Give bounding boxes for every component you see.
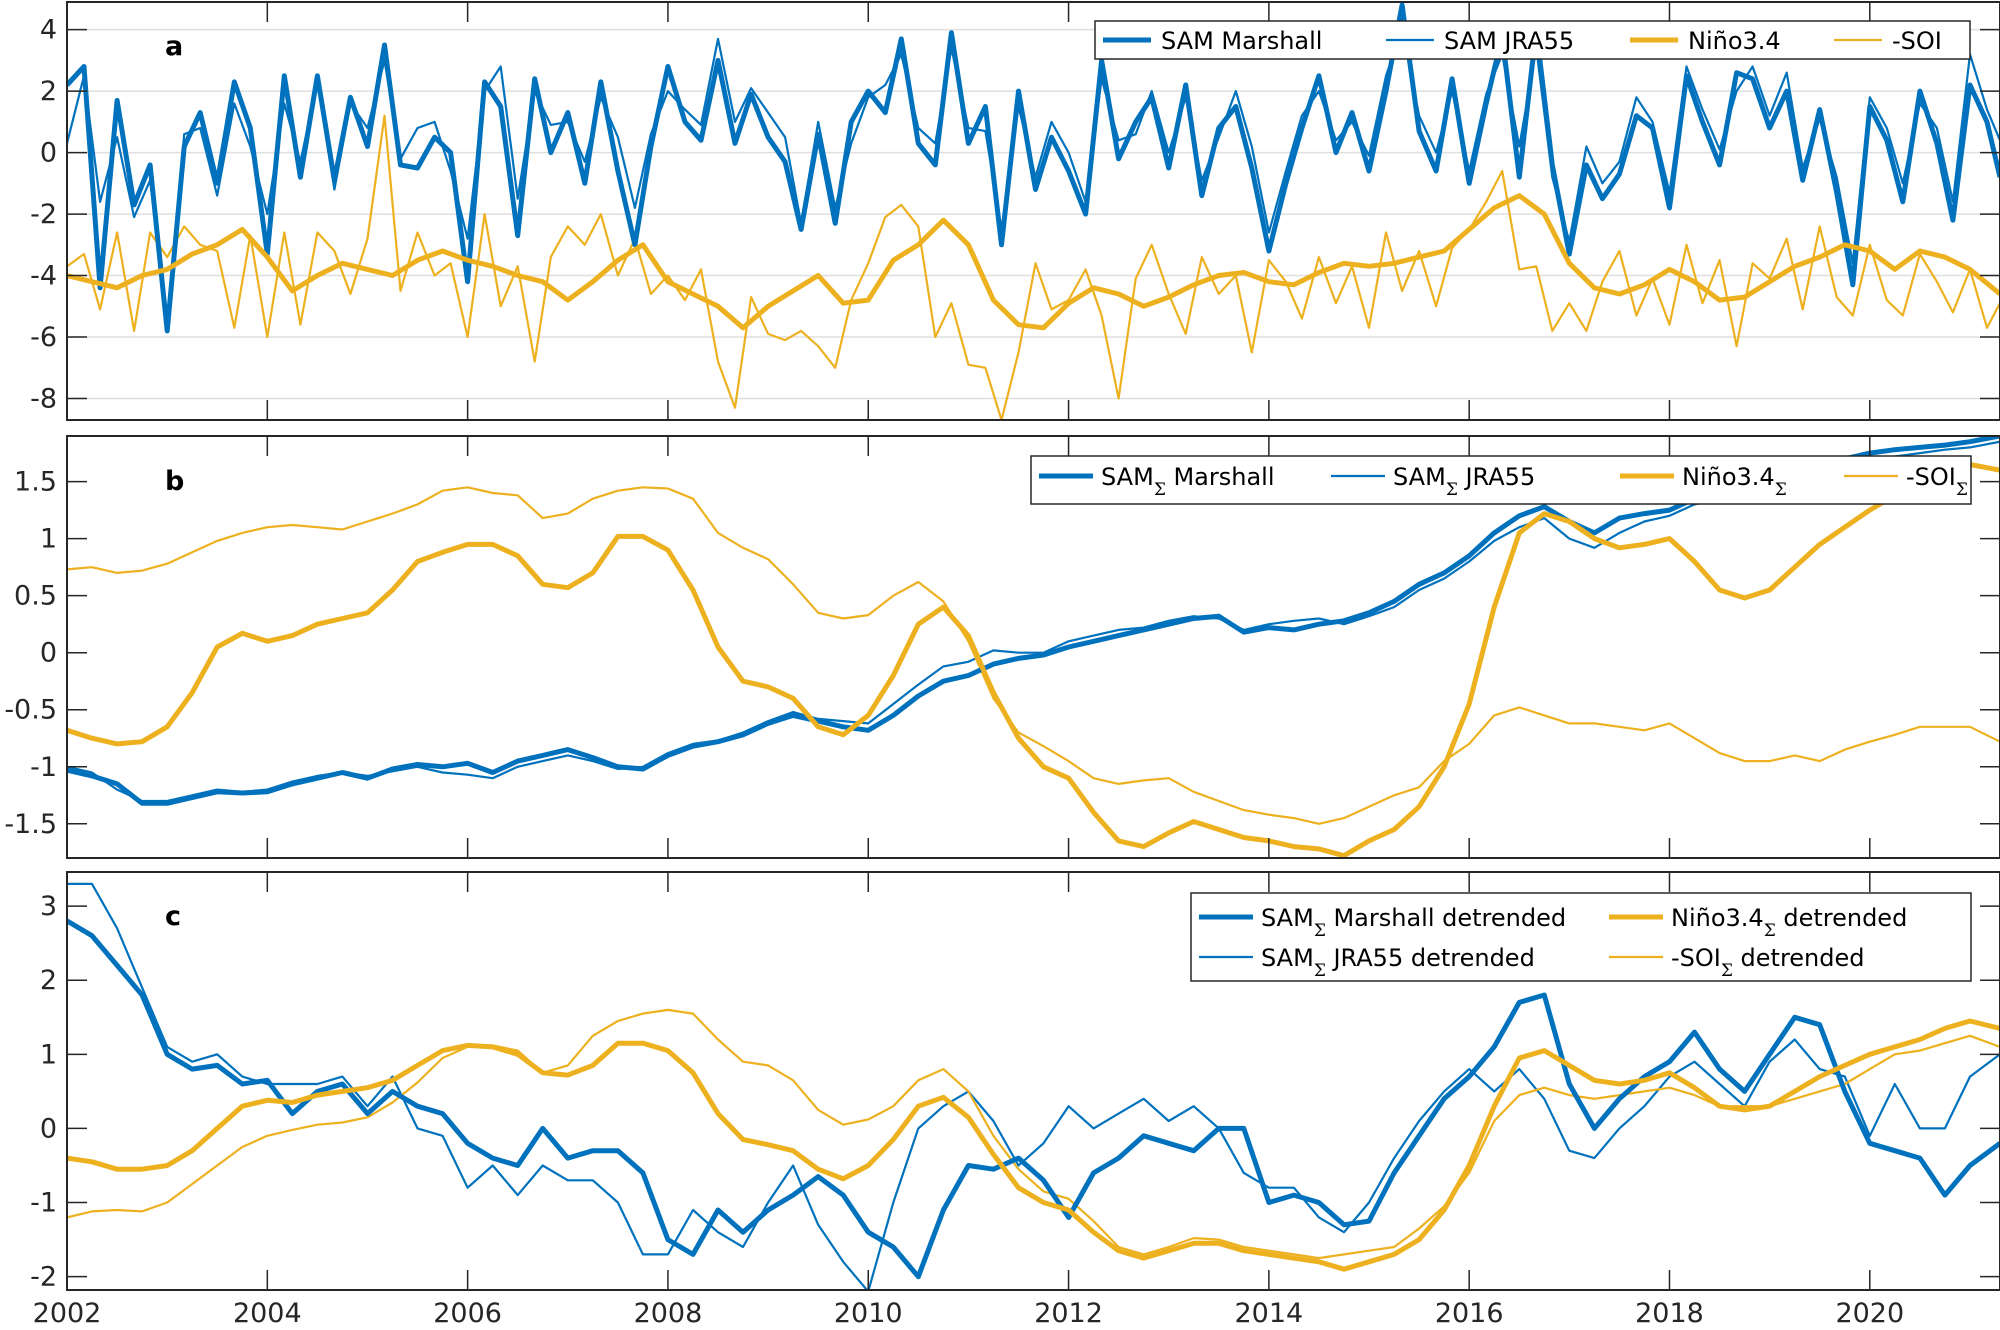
y-tick-label: 2 — [40, 965, 57, 996]
legend-item: SAMΣ Marshall detrended — [1199, 904, 1566, 941]
axes-box — [66, 435, 2000, 859]
y-tick-label: 4 — [40, 15, 57, 46]
legend-label: SAMΣ JRA55 detrended — [1261, 944, 1535, 981]
panel-b: -1.5 -1 -0.5 0 0.5 1 1.5 b SAMΣ Marshall SAMΣ JRA… — [4, 435, 2000, 859]
y-tick-label: 0 — [40, 638, 57, 669]
y-tick-label: -2 — [30, 1262, 57, 1293]
legend-item: -SOIΣ detrended — [1609, 944, 1865, 981]
legend-label: SAMΣ JRA55 — [1393, 463, 1535, 500]
y-tick-label: -0.5 — [4, 695, 57, 726]
x-tick-label: 2020 — [1835, 1298, 1904, 1329]
x-tick-label: 2010 — [834, 1298, 903, 1329]
y-tick-label: 1 — [40, 524, 57, 555]
series-line-ni-o3-4 — [67, 193, 2000, 331]
series-line-sam-marshall — [67, 436, 2000, 806]
legend-item: Niño3.4 — [1630, 27, 1781, 55]
panel-label: b — [165, 466, 184, 497]
series-line-sam-marshall-detrended — [67, 918, 2000, 1280]
y-tick-label: -4 — [30, 261, 57, 292]
panel-label: a — [165, 31, 183, 62]
x-tick-label: 2018 — [1635, 1298, 1704, 1329]
x-tick-label: 2004 — [233, 1298, 302, 1329]
axes-box — [66, 871, 2000, 1291]
y-tick-label: -1 — [30, 752, 57, 783]
legend-item: SAMΣ JRA55 — [1331, 463, 1535, 500]
legend: SAM Marshall SAM JRA55 Niño3.4 -SOI — [1094, 20, 1971, 60]
y-tick-label: -1 — [30, 1188, 57, 1219]
legend-item: SAMΣ Marshall — [1039, 463, 1275, 500]
y-tick-label: -1.5 — [4, 809, 57, 840]
y-tick-label: 1 — [40, 1039, 57, 1070]
legend-label: SAM JRA55 — [1444, 27, 1574, 55]
x-tick-label: 2012 — [1034, 1298, 1103, 1329]
legend-label: -SOIΣ — [1906, 463, 1968, 500]
legend-item: SAM JRA55 — [1386, 27, 1574, 55]
legend-label: SAM Marshall — [1161, 27, 1322, 55]
legend-label: Niño3.4 — [1688, 27, 1781, 55]
legend-label: SAMΣ Marshall detrended — [1261, 904, 1566, 941]
legend-item: Niño3.4Σ — [1620, 463, 1787, 500]
legend-label: Niño3.4Σ detrended — [1671, 904, 1907, 941]
legend-label: Niño3.4Σ — [1682, 463, 1787, 500]
legend-item: -SOIΣ — [1844, 463, 1968, 500]
legend-box — [1190, 892, 1972, 982]
series-line--soi-detrended — [67, 1008, 2000, 1260]
y-tick-label: -8 — [30, 383, 57, 414]
y-tick-label: 1.5 — [14, 467, 57, 498]
legend-item: Niño3.4Σ detrended — [1609, 904, 1907, 941]
y-tick-label: 0 — [40, 1113, 57, 1144]
y-tick-label: 2 — [40, 76, 57, 107]
y-tick-label: -2 — [30, 199, 57, 230]
x-tick-label: 2016 — [1435, 1298, 1504, 1329]
y-tick-label: 0 — [40, 138, 57, 169]
plot-area — [67, 2, 2000, 420]
x-axis-labels: 2002 2004 2006 2008 2010 2012 2014 2016 2018 2020 — [33, 1298, 1905, 1329]
legend-label: -SOIΣ detrended — [1671, 944, 1865, 981]
series-group — [67, 436, 2000, 858]
legend-box — [1094, 20, 1971, 60]
legend-label: -SOI — [1892, 27, 1942, 55]
y-tick-label: -6 — [30, 322, 57, 353]
legend: SAMΣ Marshall SAMΣ JRA55 Niño3.4Σ -SOIΣ — [1030, 455, 1972, 505]
legend-label: SAMΣ Marshall — [1101, 463, 1275, 500]
y-tick-label: 0.5 — [14, 581, 57, 612]
panel-label: c — [165, 901, 181, 932]
legend-item: SAMΣ JRA55 detrended — [1199, 944, 1535, 981]
panel-a: -8 -6 -4 -2 0 2 4 a SAM Marshall SAM JRA55 Niño3.4… — [30, 1, 2000, 421]
series-group — [67, 882, 2000, 1290]
legend-item: SAM Marshall — [1103, 27, 1322, 55]
series-line--soi- — [67, 486, 2000, 825]
x-tick-label: 2006 — [433, 1298, 502, 1329]
axes-box — [66, 1, 2000, 421]
series-line-ni-o3-4- — [67, 462, 2000, 858]
x-tick-label: 2008 — [634, 1298, 703, 1329]
series-line--soi — [67, 114, 2000, 420]
x-tick-label: 2014 — [1235, 1298, 1304, 1329]
legend-box — [1030, 455, 1972, 505]
series-line-ni-o3-4-detrended — [67, 1018, 2000, 1272]
series-group — [67, 2, 2000, 420]
series-line-sam-marshall — [67, 2, 2000, 334]
x-tick-label: 2002 — [33, 1298, 102, 1329]
y-tick-label: 3 — [40, 891, 57, 922]
legend-item: -SOI — [1834, 27, 1942, 55]
